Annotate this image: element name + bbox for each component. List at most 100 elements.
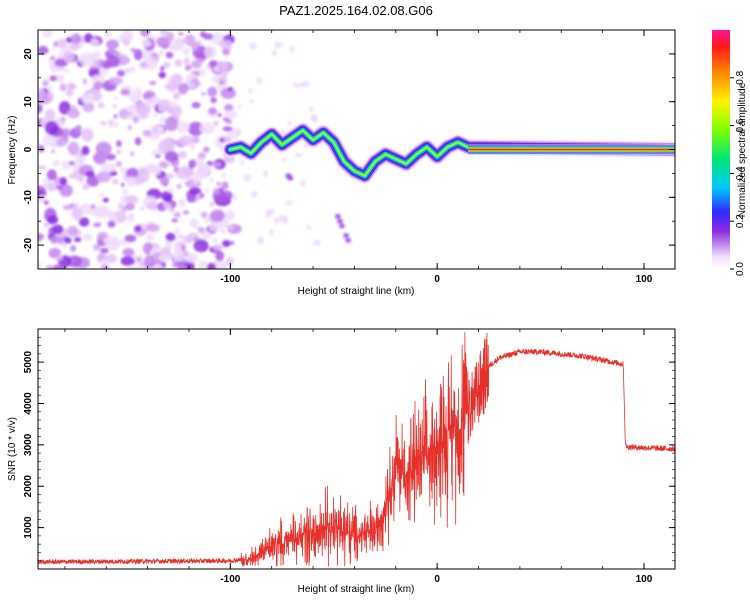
heatmap-noise-blob	[49, 75, 57, 82]
heatmap-noise-blob	[106, 211, 113, 219]
heatmap-noise-blob	[128, 212, 135, 219]
snr-frame	[37, 328, 676, 570]
heatmap-faint-blob	[236, 127, 242, 136]
heatmap-noise-blob	[139, 207, 145, 210]
heatmap-noise-blob	[143, 255, 155, 269]
heatmap-noise-blob	[72, 165, 80, 172]
heatmap-noise-blob	[51, 264, 66, 269]
heatmap-noise-blob	[82, 78, 88, 85]
heatmap-noise-blob	[108, 76, 123, 86]
heatmap-noise-blob	[170, 73, 183, 86]
heatmap-noise-blob	[173, 251, 184, 263]
heatmap-noise-blob	[73, 237, 82, 243]
heatmap-noise-blob	[141, 39, 152, 48]
heatmap-noise-blob	[203, 218, 210, 223]
snr-ticks: -100 0 100 1000 2000 3000 4000 5000	[23, 329, 675, 585]
heatmap-noise-blob	[62, 127, 70, 139]
heatmap-noise-blob	[90, 207, 107, 217]
colorbar-tick-label: 0.2	[735, 214, 746, 228]
heatmap-noise-blob	[226, 225, 235, 231]
heatmap-noise-blob	[207, 86, 218, 98]
spectrogram-y-tick-label: 20	[23, 48, 34, 60]
heatmap-noise-blob	[178, 234, 184, 239]
heatmap-noise-blob	[171, 218, 178, 223]
heatmap-faint-blob	[269, 228, 274, 236]
heatmap-noise-blob	[73, 158, 85, 167]
heatmap-noise-blob	[146, 233, 154, 242]
heatmap-noise-blob	[129, 65, 136, 73]
heatmap-noise-blob	[117, 203, 124, 209]
heatmap-faint-blob	[239, 160, 245, 165]
heatmap-noise-blob	[175, 166, 193, 180]
heatmap-noise-blob	[177, 135, 195, 146]
colorbar-gradient	[712, 30, 730, 269]
heatmap-noise-blob	[81, 145, 90, 156]
heatmap-noise-blob	[93, 243, 102, 251]
heatmap-noise-blob	[204, 47, 213, 55]
heatmap-noise-blob	[68, 141, 80, 155]
heatmap-noise-blob	[59, 83, 67, 92]
snr-y-tick-label: 1000	[23, 516, 34, 539]
heatmap-noise-blob	[132, 87, 143, 100]
heatmap-noise-blob	[80, 92, 95, 104]
heatmap-noise-blob	[98, 258, 109, 265]
heatmap-noise-blob	[148, 80, 157, 86]
heatmap-noise-blob	[175, 121, 190, 133]
heatmap-noise-blob	[68, 173, 75, 179]
heatmap-noise-blob	[52, 159, 61, 167]
heatmap-noise-blob	[183, 235, 194, 244]
heatmap-noise-blob	[220, 190, 233, 201]
heatmap-noise-blob	[91, 74, 106, 85]
heatmap-noise-blob	[113, 210, 127, 224]
heatmap-noise-blob	[86, 175, 100, 187]
heatmap-noise-blob	[184, 64, 192, 71]
heatmap-noise-blob	[225, 209, 236, 222]
heatmap-noise-blob	[163, 202, 172, 209]
heatmap-faint-blob	[247, 88, 253, 94]
heatmap-noise-blob	[190, 41, 199, 51]
heatmap-noise-blob	[113, 96, 119, 101]
heatmap-noise-blob	[193, 237, 200, 242]
heatmap-noise-blob	[178, 31, 184, 36]
heatmap-noise-blob	[125, 167, 140, 180]
heatmap-noise-blob	[189, 218, 199, 229]
heatmap-noise-blob	[200, 91, 206, 96]
heatmap-noise-blob	[165, 32, 175, 42]
heatmap-noise-blob	[158, 102, 167, 113]
heatmap-noise-blob	[134, 137, 142, 146]
heatmap-noise-blob	[225, 119, 233, 124]
heatmap-noise-blob	[112, 104, 117, 109]
heatmap-noise-blob	[120, 88, 130, 96]
heatmap-noise-blob	[159, 161, 170, 169]
heatmap-noise-blob	[159, 30, 168, 36]
heatmap-noise-blob	[210, 97, 217, 104]
heatmap-noise-blob	[116, 69, 126, 77]
heatmap-noise-blob	[156, 171, 161, 176]
heatmap-faint-blob	[267, 208, 275, 216]
heatmap-noise-blob	[208, 60, 218, 68]
heatmap-noise-blob	[57, 38, 67, 49]
heatmap-noise-blob	[177, 150, 188, 159]
heatmap-noise-blob	[165, 232, 176, 242]
heatmap-noise-blob	[178, 198, 186, 208]
snr-y-axis-label: SNR (10 * v/v)	[7, 417, 18, 481]
heatmap-noise-blob	[125, 114, 133, 119]
heatmap-noise-blob	[50, 236, 58, 245]
heatmap-noise-blob	[136, 254, 144, 259]
colorbar-label: Normalized spectral amplitude	[737, 82, 748, 217]
heatmap-noise-blob	[224, 109, 238, 119]
heatmap-noise-blob	[125, 105, 135, 113]
heatmap-noise-blob	[56, 255, 63, 262]
heatmap-faint-blob	[290, 45, 295, 54]
heatmap-noise-blob	[54, 73, 65, 83]
heatmap-sidelobe-blob	[334, 213, 341, 219]
heatmap-noise-blob	[137, 168, 150, 183]
snr-y-tick-label: 2000	[23, 475, 34, 498]
heatmap-noise-blob	[219, 60, 229, 72]
snr-x-tick-label: 0	[434, 574, 440, 585]
heatmap-noise-blob	[108, 121, 120, 128]
heatmap-noise-blob	[201, 231, 212, 239]
heatmap-noise-blob	[209, 177, 215, 183]
heatmap-noise-blob	[200, 211, 208, 218]
